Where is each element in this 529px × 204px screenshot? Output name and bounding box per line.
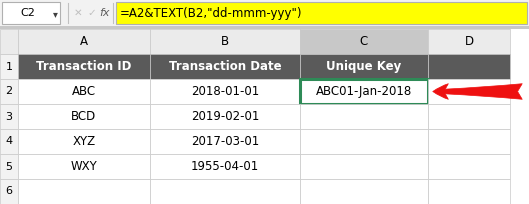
Bar xyxy=(18,179,150,204)
Bar xyxy=(300,79,428,104)
Text: 2018-01-01: 2018-01-01 xyxy=(191,85,259,98)
Bar xyxy=(300,129,428,154)
Text: Transaction ID: Transaction ID xyxy=(37,60,132,73)
Bar xyxy=(300,54,428,79)
Text: fx: fx xyxy=(100,8,110,18)
Bar xyxy=(428,129,510,154)
Bar xyxy=(300,104,428,129)
Text: WXY: WXY xyxy=(71,160,97,173)
Text: Unique Key: Unique Key xyxy=(326,60,402,73)
Text: 6: 6 xyxy=(5,186,13,196)
Text: 2: 2 xyxy=(5,86,13,96)
Text: ✕: ✕ xyxy=(74,8,83,18)
Bar xyxy=(0,179,18,204)
Text: ✓: ✓ xyxy=(88,8,96,18)
Bar xyxy=(150,54,300,79)
Bar xyxy=(18,104,150,129)
Text: 1955-04-01: 1955-04-01 xyxy=(191,160,259,173)
Bar xyxy=(2,2,60,24)
Bar xyxy=(428,154,510,179)
Bar xyxy=(0,26,529,29)
Text: ABC01-Jan-2018: ABC01-Jan-2018 xyxy=(316,85,412,98)
Text: 3: 3 xyxy=(5,112,13,122)
Text: C2: C2 xyxy=(20,8,35,18)
Bar xyxy=(428,29,510,54)
Text: ABC: ABC xyxy=(72,85,96,98)
Bar xyxy=(150,29,300,54)
Bar xyxy=(300,154,428,179)
Bar xyxy=(300,29,428,54)
Text: =A2&TEXT(B2,"dd-mmm-yyy"): =A2&TEXT(B2,"dd-mmm-yyy") xyxy=(120,7,303,20)
Bar xyxy=(0,104,18,129)
Bar xyxy=(150,129,300,154)
Text: ▾: ▾ xyxy=(52,9,58,19)
Text: B: B xyxy=(221,35,229,48)
Text: Transaction Date: Transaction Date xyxy=(169,60,281,73)
Bar xyxy=(116,2,527,24)
Bar xyxy=(18,29,150,54)
Text: D: D xyxy=(464,35,473,48)
Text: XYZ: XYZ xyxy=(72,135,96,148)
Text: 2019-02-01: 2019-02-01 xyxy=(191,110,259,123)
Bar xyxy=(428,179,510,204)
Text: 2017-03-01: 2017-03-01 xyxy=(191,135,259,148)
Bar xyxy=(18,79,150,104)
Bar xyxy=(0,154,18,179)
Text: C: C xyxy=(360,35,368,48)
Bar xyxy=(0,129,18,154)
Bar xyxy=(428,104,510,129)
Bar xyxy=(150,154,300,179)
Bar xyxy=(150,179,300,204)
Bar xyxy=(0,0,529,26)
Text: 4: 4 xyxy=(5,136,13,146)
Text: 5: 5 xyxy=(5,162,13,172)
Bar xyxy=(150,79,300,104)
Bar xyxy=(18,154,150,179)
Text: BCD: BCD xyxy=(71,110,97,123)
Bar xyxy=(0,54,18,79)
Bar xyxy=(300,179,428,204)
Bar xyxy=(428,79,510,104)
Text: 1: 1 xyxy=(5,61,13,71)
Text: A: A xyxy=(80,35,88,48)
Bar xyxy=(0,29,529,204)
Bar xyxy=(0,29,18,54)
Bar xyxy=(18,54,150,79)
Bar xyxy=(150,104,300,129)
Bar xyxy=(428,54,510,79)
Bar xyxy=(0,79,18,104)
Bar xyxy=(18,129,150,154)
